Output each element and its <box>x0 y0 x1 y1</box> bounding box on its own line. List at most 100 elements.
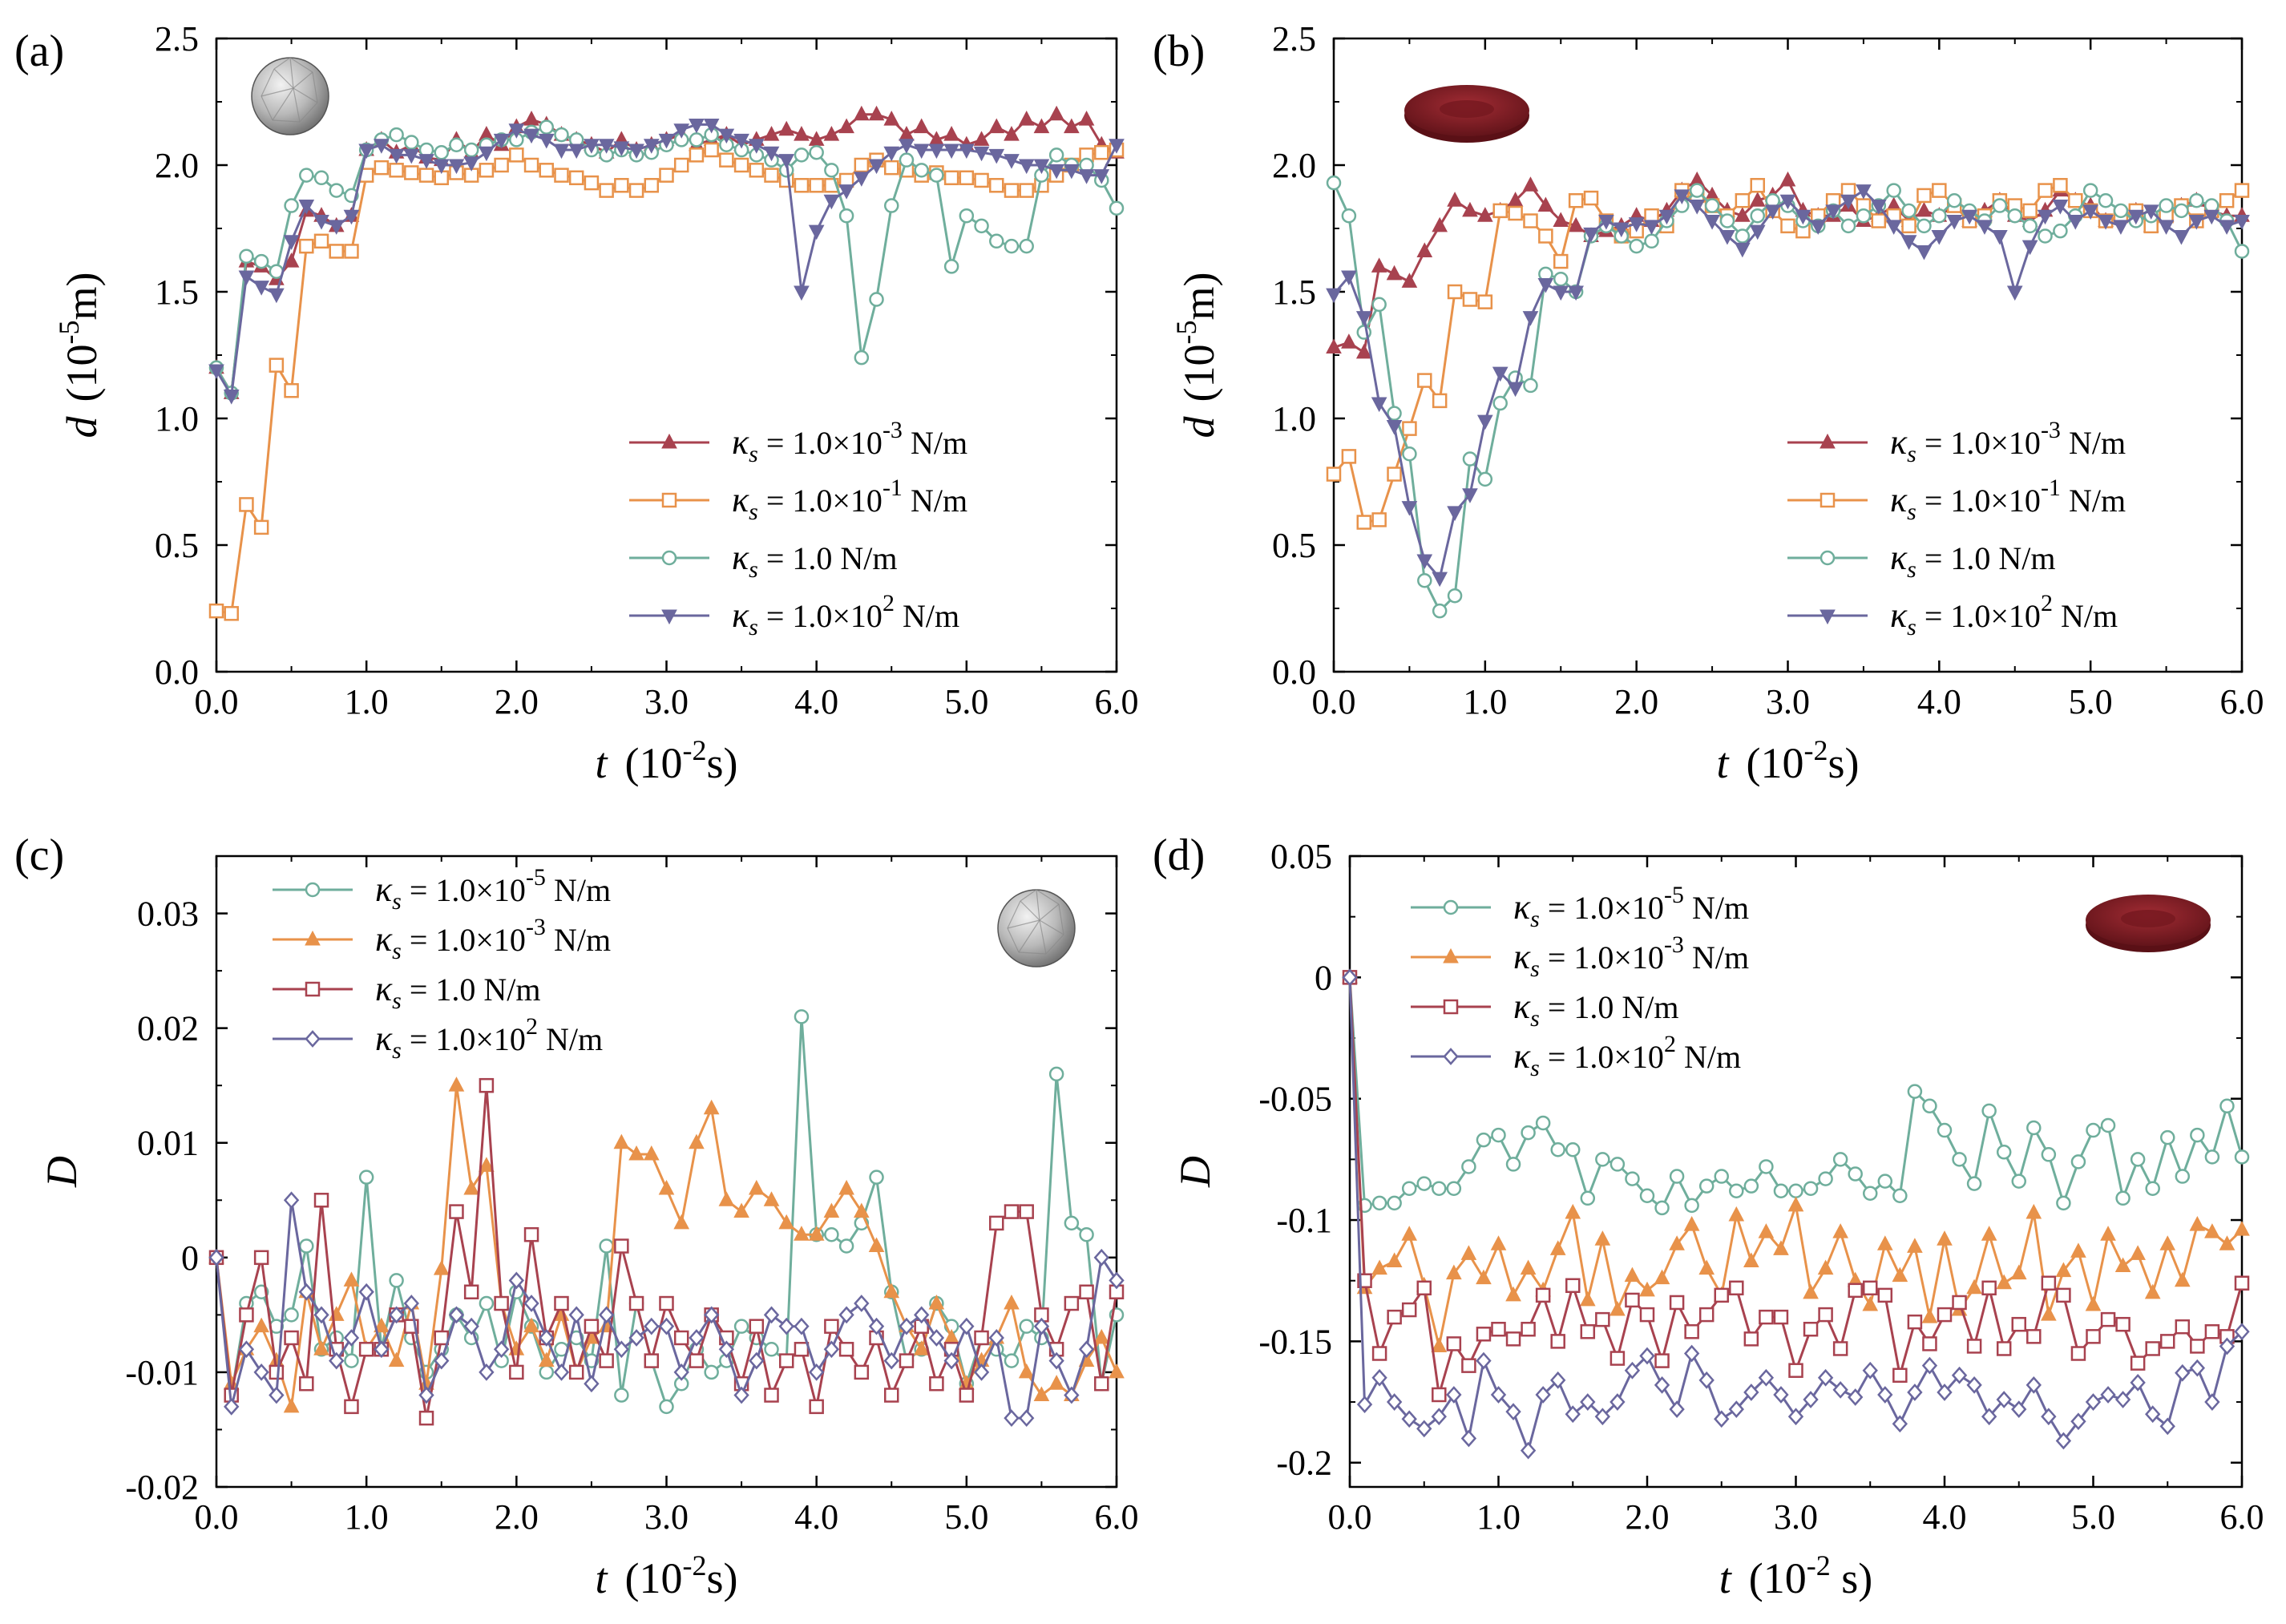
data-point <box>1553 285 1569 301</box>
data-point <box>689 147 705 163</box>
legend-sub: s <box>392 888 402 915</box>
data-point <box>928 143 945 160</box>
data-point <box>1416 1420 1432 1438</box>
data-point <box>763 126 780 141</box>
data-point <box>1371 297 1387 313</box>
data-point <box>794 1226 810 1241</box>
data-point <box>2086 1329 2101 1344</box>
data-point <box>614 178 629 193</box>
data-point <box>239 248 254 265</box>
data-point <box>1870 200 1887 215</box>
data-point <box>418 1410 434 1426</box>
x-axis-unit: s) <box>1831 1554 1873 1602</box>
data-point <box>1787 1408 1804 1426</box>
data-point <box>868 1237 885 1253</box>
y-tick-label: 1.5 <box>155 273 199 312</box>
data-point <box>1669 1295 1685 1311</box>
data-point <box>1048 147 1064 163</box>
legend-marker <box>1820 609 1836 625</box>
data-point <box>539 163 555 178</box>
legend-sub: s <box>749 614 758 640</box>
data-point <box>1654 1200 1670 1216</box>
data-point <box>343 209 360 225</box>
data-point <box>2234 215 2250 230</box>
data-point <box>838 118 854 134</box>
legend-entry: κs = 1.0×10-1 N/m <box>1890 475 2126 525</box>
data-point <box>1862 1361 1878 1380</box>
data-point <box>1624 1266 1641 1283</box>
data-point <box>1401 1302 1417 1318</box>
data-point <box>2100 1226 2116 1241</box>
data-point <box>283 1397 300 1413</box>
data-point <box>1992 198 2008 213</box>
data-point <box>1553 271 1569 287</box>
data-point <box>928 1329 945 1347</box>
x-axis-exp: -2 <box>1804 734 1828 766</box>
data-point <box>943 170 959 186</box>
data-point <box>1714 1287 1729 1303</box>
data-point <box>1639 1347 1655 1365</box>
data-point <box>2145 1341 2160 1356</box>
data-point <box>824 163 839 178</box>
data-point <box>2038 183 2053 198</box>
data-point <box>1477 294 1493 309</box>
series-line <box>1348 977 2244 1347</box>
data-point <box>869 292 884 307</box>
data-point <box>1916 218 1932 234</box>
data-point <box>2174 1271 2191 1287</box>
data-point <box>1669 1235 1685 1250</box>
legend-entry: κs = 1.0×10-5 N/m <box>375 864 611 915</box>
data-point <box>1743 1331 1759 1347</box>
series-line <box>215 126 1118 394</box>
data-point <box>1387 1195 1402 1211</box>
series-line <box>1348 977 2244 1210</box>
data-point <box>299 1238 314 1254</box>
x-tick-label: 3.0 <box>644 682 689 721</box>
legend-marker <box>305 930 321 946</box>
data-point <box>1048 164 1064 180</box>
data-point <box>224 606 239 621</box>
data-point <box>2130 1152 2146 1167</box>
data-point <box>2115 1316 2131 1332</box>
data-point <box>808 224 825 240</box>
plot-frame <box>215 854 1118 1489</box>
data-point <box>1553 253 1569 269</box>
data-point <box>718 1340 735 1359</box>
legend-exp: 2 <box>1664 1031 1676 1057</box>
data-point <box>1079 1284 1094 1299</box>
data-point <box>1341 333 1357 349</box>
data-point <box>1704 215 1720 230</box>
legend-entry: κs = 1.0×102 N/m <box>1513 1031 1741 1081</box>
data-point <box>1594 1230 1611 1246</box>
data-point <box>928 1294 945 1310</box>
data-point <box>554 1295 569 1311</box>
legend-pre: = 1.0×10 <box>402 922 526 958</box>
legend-entry: κs = 1.0×10-3 N/m <box>1890 417 2126 467</box>
data-point <box>1818 1171 1833 1186</box>
y-tick-label: 0 <box>1315 958 1332 997</box>
data-point <box>868 105 885 121</box>
data-point <box>568 1306 584 1324</box>
data-point <box>523 1295 539 1312</box>
data-point <box>2053 223 2068 239</box>
legend-pre: = 1.0×10 <box>758 425 882 461</box>
data-point <box>2189 192 2204 208</box>
data-point <box>1698 1259 1715 1275</box>
data-point <box>1643 220 1660 235</box>
data-point <box>479 1157 495 1172</box>
data-point <box>1788 1183 1803 1198</box>
data-point <box>973 1363 990 1381</box>
data-point <box>868 1317 885 1335</box>
data-point <box>1565 1203 1581 1219</box>
data-point <box>2041 1275 2057 1291</box>
data-point <box>854 1364 870 1380</box>
data-point <box>238 270 255 286</box>
legend-pre: = 1.0 <box>758 540 833 576</box>
data-point <box>1907 1314 1923 1330</box>
y-axis-unit: (10 <box>58 345 106 402</box>
data-point <box>1832 1223 1848 1238</box>
data-point <box>748 139 765 154</box>
legend-kappa: κ <box>375 1019 393 1058</box>
data-point <box>253 519 269 535</box>
legend-marker <box>1443 1048 1459 1065</box>
